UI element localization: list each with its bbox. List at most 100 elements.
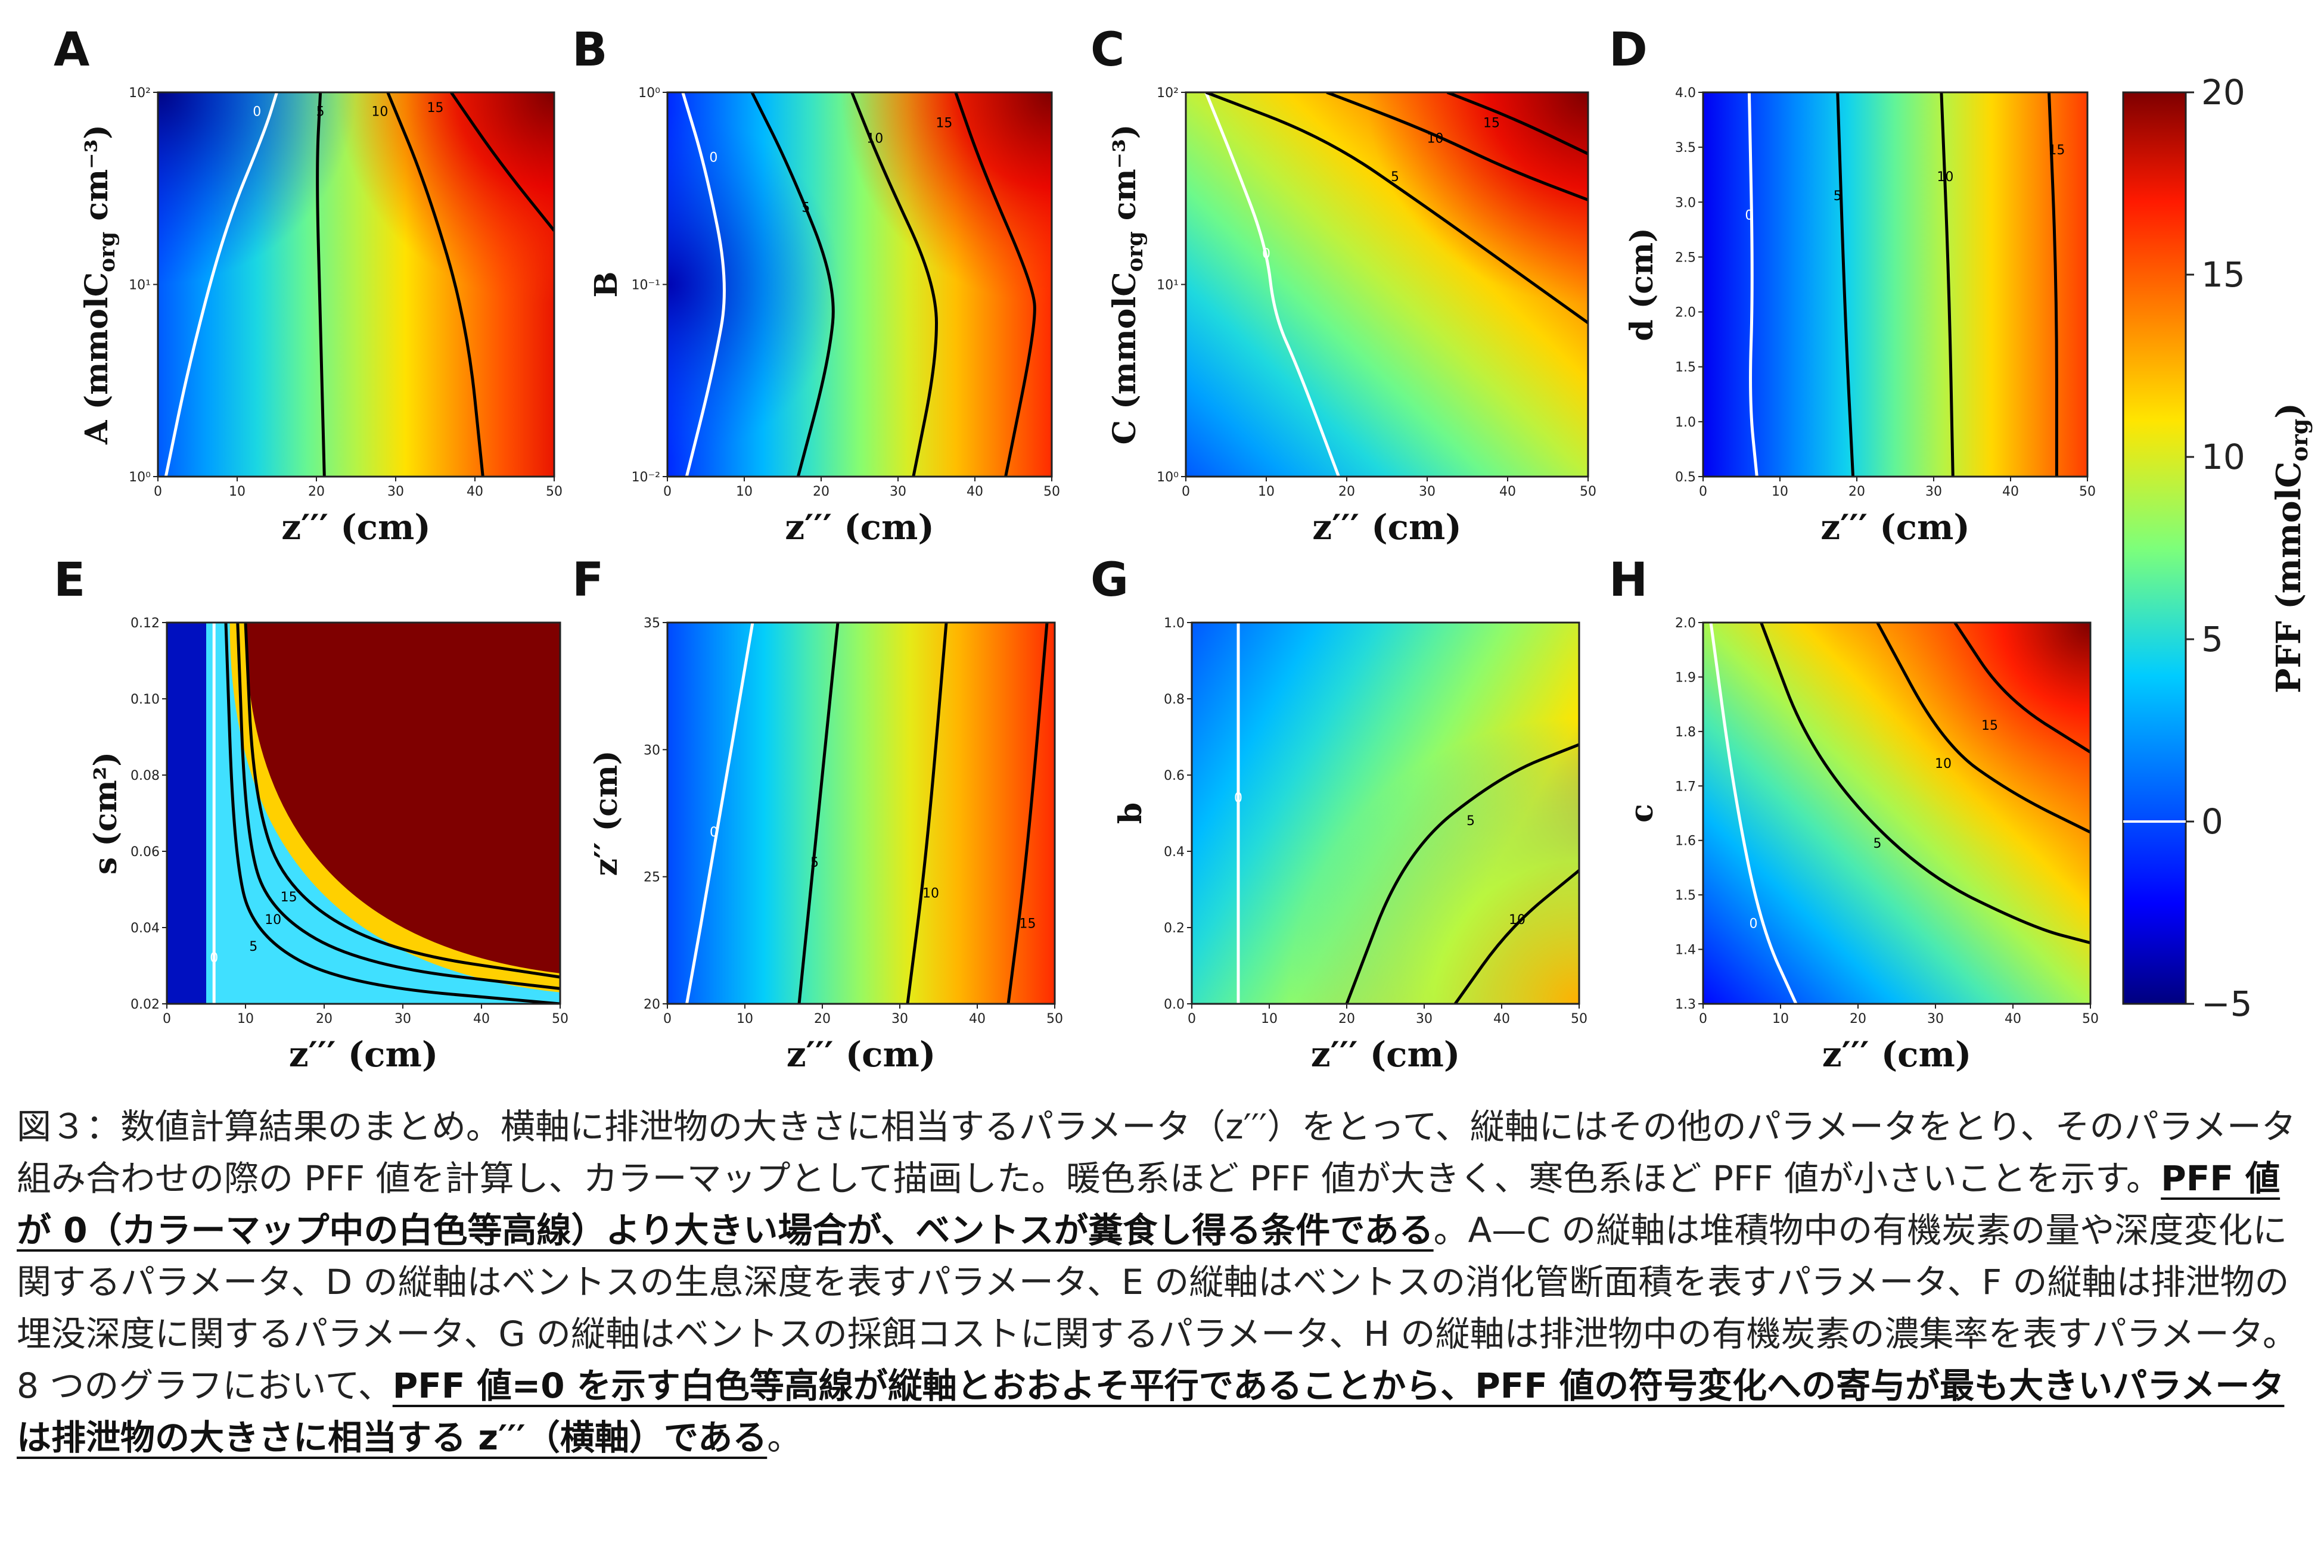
x-axis-label: z′′′ (cm) — [1311, 1034, 1461, 1075]
x-tick-label: 0 — [663, 1012, 672, 1026]
contour-line-0 — [1709, 623, 1798, 1004]
colorbar-tick-label: 15 — [2201, 254, 2245, 295]
caption-bold-conclusion: PFF 値=0 を示す白色等高線が縦軸とおおよそ平行であることから、PFF 値の… — [17, 1365, 2285, 1458]
y-tick-label: 0.06 — [131, 845, 160, 860]
y-tick-label: 0.0 — [1164, 997, 1185, 1012]
x-tick-label: 20 — [1848, 484, 1865, 499]
y-tick-label: 1.8 — [1675, 725, 1696, 740]
caption-bold-condition: PFF 値が 0（カラーマップ中の白色等高線）より大きい場合が、ベントスが糞食し… — [17, 1158, 2280, 1250]
x-axis-label: z′′′ (cm) — [289, 1034, 439, 1075]
colorbar-label: PFF (mmolCorg) — [2269, 403, 2313, 693]
y-tick-label: 10¹ — [1157, 278, 1179, 293]
x-tick-label: 50 — [552, 1012, 568, 1026]
x-tick-label: 30 — [394, 1012, 411, 1026]
heatmap-cold-band — [167, 623, 206, 1004]
x-axis-label: z′′′ (cm) — [785, 507, 934, 547]
x-tick-label: 20 — [1338, 1012, 1355, 1026]
x-tick-label: 50 — [1580, 484, 1596, 499]
contour-line-10 — [850, 92, 939, 477]
contour-label: 15 — [1483, 116, 1500, 131]
panel-f: F 0 5 10 15 0 10 20 30 40 50 20 25 30 35 z′′′ (cm) z′′ (… — [572, 553, 1063, 1075]
contour-line-10 — [236, 623, 560, 990]
contour-line-15 — [1006, 623, 1049, 1004]
x-tick-label: 50 — [2079, 484, 2096, 499]
contour-line-0 — [1747, 92, 1758, 477]
contour-label: 5 — [810, 855, 819, 870]
panel-a: A 0 5 10 15 0 10 20 30 40 50 10⁰ 10¹ 10² z′′′ (cm) A (m… — [54, 23, 563, 547]
x-axis-label: z′′′ (cm) — [1820, 507, 1970, 547]
contour-label: 10 — [1509, 913, 1525, 928]
contour-label: 10 — [371, 104, 388, 119]
contour-label: 15 — [427, 101, 444, 116]
colorbar-tick-label: 0 — [2201, 801, 2223, 842]
contour-label: 0 — [1750, 917, 1758, 932]
y-tick-label: 10⁰ — [638, 86, 660, 101]
contour-line-5 — [1760, 623, 2090, 945]
contour-line-10 — [1453, 869, 1579, 1004]
contour-label: 0 — [1745, 208, 1753, 223]
heatmap-hot-corner — [1703, 623, 2090, 1004]
contour-label: 0 — [210, 951, 218, 966]
contour-line-10 — [906, 623, 948, 1004]
contour-line-5 — [1345, 743, 1579, 1004]
heatmap-warm-corner — [1192, 623, 1579, 1004]
contour-label: 15 — [1020, 917, 1036, 932]
x-tick-label: 30 — [890, 484, 906, 499]
y-tick-label: 10⁻² — [632, 470, 660, 485]
plot-frame — [166, 621, 561, 1005]
y-tick-label: 1.3 — [1675, 997, 1696, 1012]
x-tick-label: 50 — [546, 484, 563, 499]
x-tick-label: 20 — [1850, 1012, 1866, 1026]
contour-line-0 — [681, 92, 726, 477]
x-tick-label: 40 — [967, 484, 983, 499]
contour-line-10 — [386, 92, 484, 477]
x-tick-label: 50 — [1046, 1012, 1063, 1026]
x-tick-label: 0 — [1182, 484, 1190, 499]
y-axis-label: B — [588, 272, 625, 298]
contour-line-15 — [954, 92, 1036, 477]
y-tick-label: 1.5 — [1675, 360, 1696, 375]
contour-label: 0 — [709, 151, 717, 166]
colorbar-gradient — [2122, 91, 2187, 1005]
y-tick-label: 0.04 — [131, 921, 160, 936]
x-tick-label: 20 — [316, 1012, 333, 1026]
contour-line-15 — [244, 623, 560, 979]
x-tick-label: 40 — [1493, 1012, 1510, 1026]
x-tick-label: 50 — [2082, 1012, 2099, 1026]
y-axis-label: b — [1113, 802, 1149, 824]
panel-label: C — [1090, 23, 1124, 77]
contour-line-15 — [450, 92, 554, 232]
x-tick-label: 50 — [1043, 484, 1060, 499]
y-tick-label: 10² — [1157, 86, 1179, 101]
x-tick-label: 0 — [1188, 1012, 1196, 1026]
contour-line-5 — [1836, 92, 1855, 477]
x-tick-label: 10 — [1261, 1012, 1278, 1026]
y-tick-label: 10⁰ — [129, 470, 151, 485]
x-tick-label: 40 — [2005, 1012, 2021, 1026]
y-axis-label: z′′ (cm) — [588, 751, 625, 876]
y-tick-label: 0.08 — [131, 769, 160, 783]
x-axis-label: z′′′ (cm) — [787, 1034, 936, 1075]
contour-label: 5 — [801, 201, 810, 216]
x-tick-label: 10 — [736, 484, 753, 499]
contour-line-10 — [1940, 92, 1955, 477]
y-tick-label: 3.0 — [1675, 195, 1696, 210]
y-tick-label: 3.5 — [1675, 141, 1696, 155]
y-axis-label: s (cm²) — [88, 752, 124, 875]
x-tick-label: 0 — [154, 484, 162, 499]
contour-label: 10 — [1937, 170, 1953, 185]
heatmap-cool-band — [206, 623, 560, 1004]
y-tick-label: 20 — [644, 997, 660, 1012]
panel-g: G 0 5 10 0 10 20 30 40 50 0.0 0.2 0.4 0.6 0.8 1.0 z′′′ (… — [1090, 553, 1587, 1075]
contour-line-5 — [750, 92, 835, 477]
y-tick-label: 2.0 — [1675, 306, 1696, 321]
y-tick-label: 0.6 — [1164, 769, 1185, 783]
x-tick-label: 20 — [814, 1012, 831, 1026]
x-tick-label: 0 — [663, 484, 672, 499]
